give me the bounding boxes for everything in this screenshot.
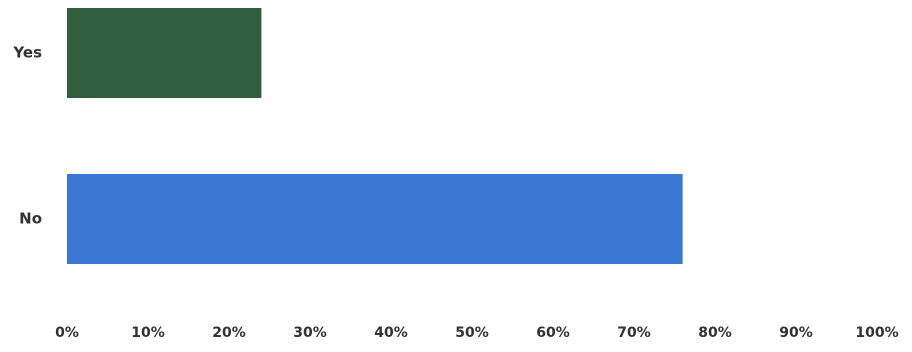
x-tick-label: 40% — [374, 325, 408, 341]
x-tick-label: 60% — [536, 325, 570, 341]
bar-no — [67, 174, 683, 264]
x-tick-label: 100% — [855, 325, 898, 341]
bars-layer — [67, 8, 683, 264]
x-tick-label: 20% — [212, 325, 246, 341]
x-tick-label: 50% — [455, 325, 489, 341]
x-tick-label: 0% — [55, 325, 79, 341]
x-tick-label: 30% — [293, 325, 327, 341]
x-tick-label: 70% — [617, 325, 651, 341]
x-tick-label: 10% — [131, 325, 165, 341]
x-axis: 0% 10% 20% 30% 40% 50% 60% 70% 80% 90% 100% — [55, 325, 899, 341]
x-tick-label: 90% — [779, 325, 813, 341]
bar-yes — [67, 8, 262, 98]
category-label-no: No — [19, 210, 42, 228]
category-label-yes: Yes — [12, 44, 42, 62]
x-tick-label: 80% — [698, 325, 732, 341]
category-labels: Yes No — [12, 44, 42, 228]
